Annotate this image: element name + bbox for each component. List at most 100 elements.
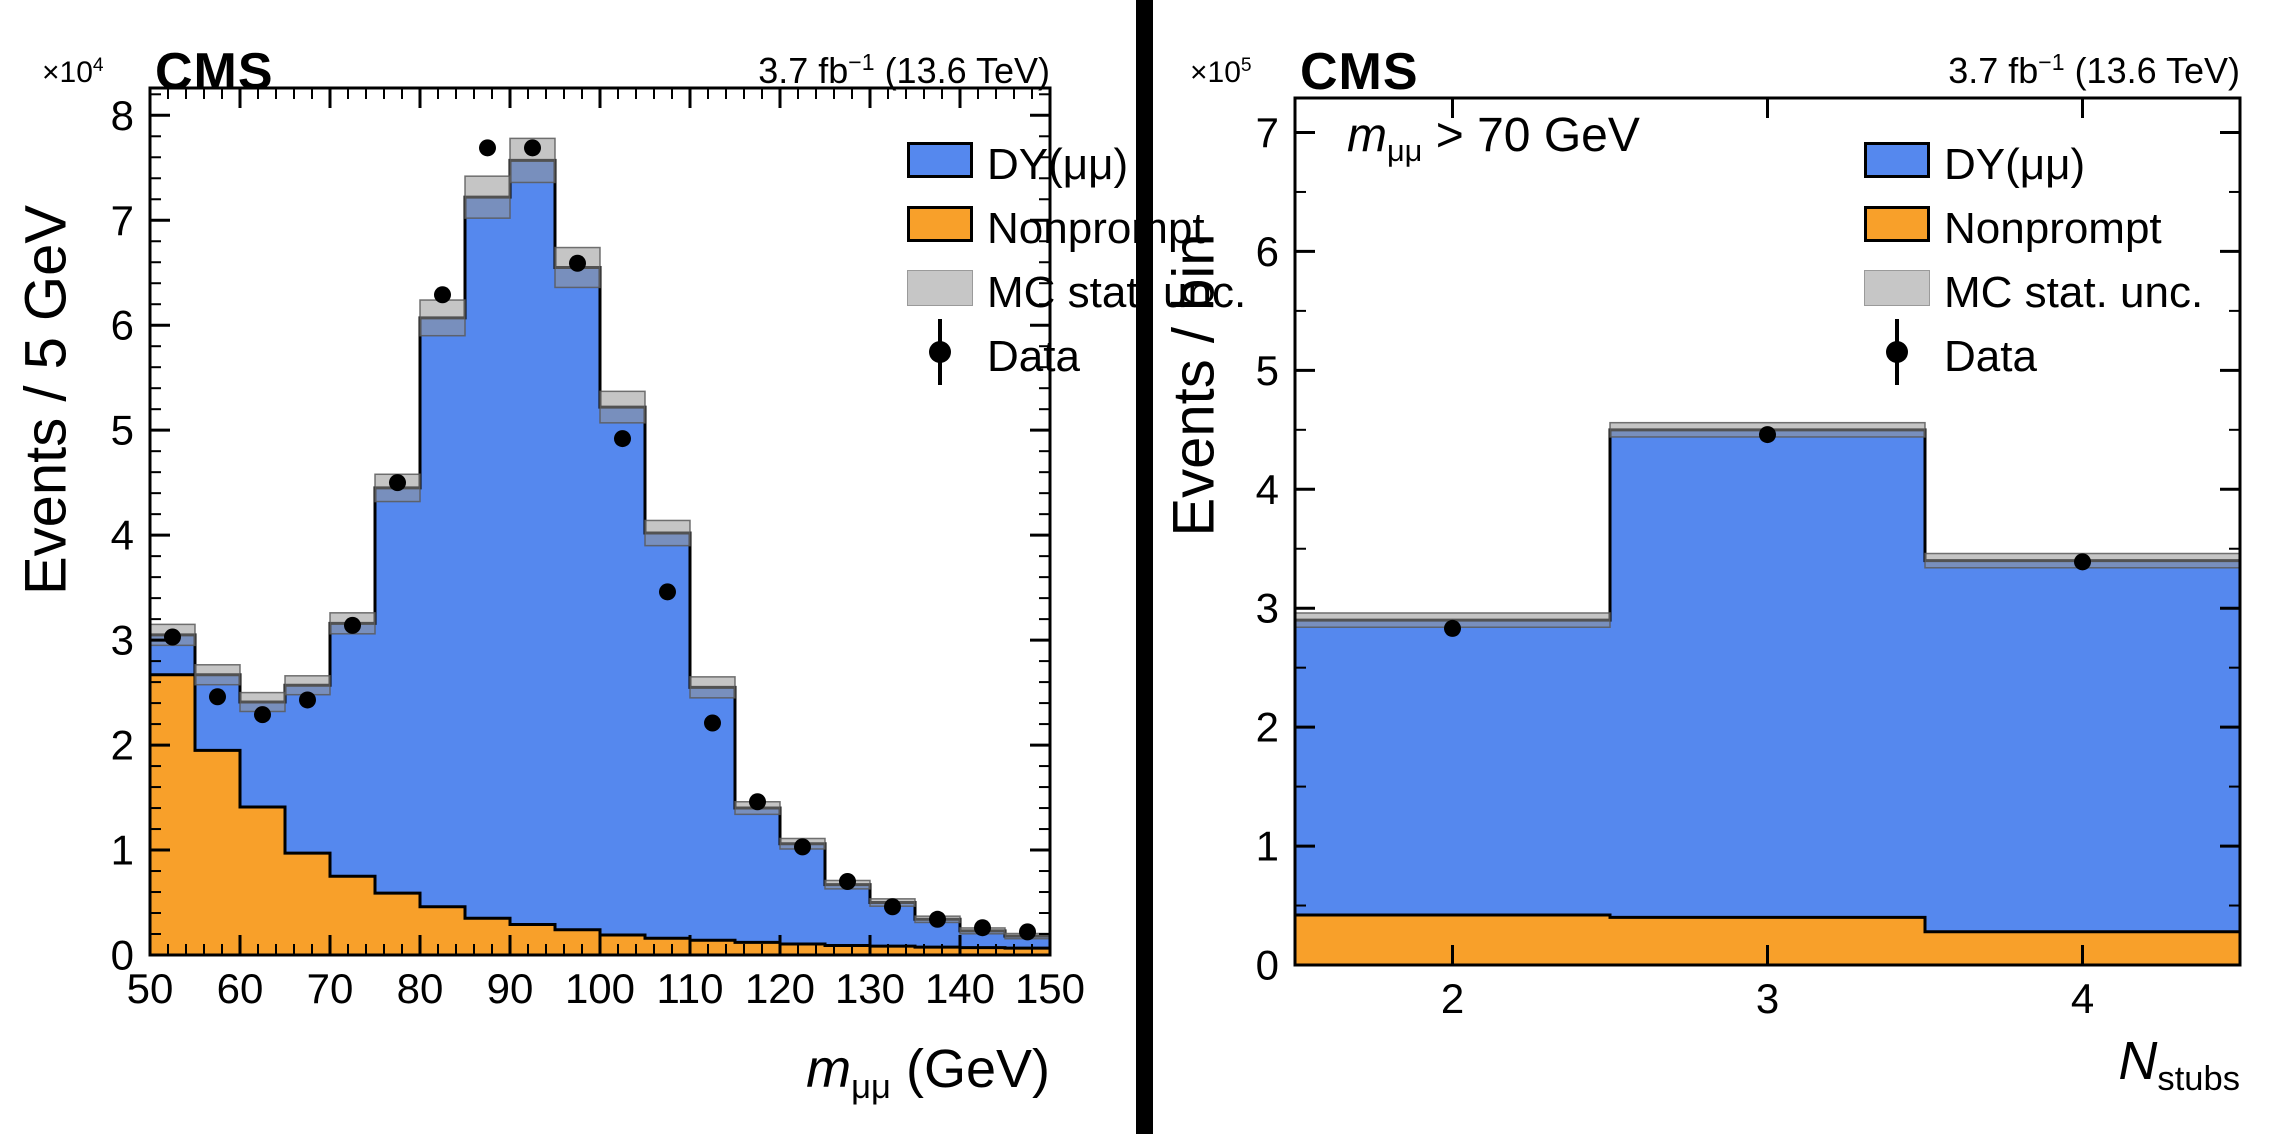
mc-stat-unc-band [689, 676, 736, 699]
text-token: −1 [2038, 49, 2065, 76]
x-tick-label: 70 [307, 965, 354, 1012]
x-tick-label: 120 [745, 965, 815, 1012]
legend-item-label: Data [1944, 332, 2037, 381]
data-point [434, 286, 451, 304]
mc-stat-unc-band [644, 519, 691, 547]
x-tick-label: 4 [2071, 975, 2094, 1022]
y-tick-label: 6 [1256, 228, 1279, 275]
x-axis-title-right: Nstubs [2118, 1030, 2240, 1098]
selection-cut-label: mμμ > 70 GeV [1347, 108, 1640, 168]
text-token: 3.7 fb [1948, 50, 2039, 91]
x-tick-label: 50 [127, 965, 174, 1012]
y-axis-title-right: Events / bin [1161, 233, 1227, 537]
x-tick-label: 100 [565, 965, 635, 1012]
data-point [524, 139, 541, 157]
x-tick-label: 140 [925, 965, 995, 1012]
data-point [794, 838, 811, 856]
y-tick-label: 1 [1256, 823, 1279, 870]
x-tick-label: 110 [657, 965, 724, 1012]
histogram-dy [1293, 428, 2242, 967]
text-token: > 70 GeV [1422, 109, 1640, 162]
text-token: ×10 [42, 56, 93, 89]
text-token: −1 [848, 49, 875, 76]
y-tick-label: 1 [111, 827, 134, 874]
text-token: μμ [1386, 132, 1423, 168]
cms-label-left: CMS [155, 43, 274, 101]
x-tick-label: 60 [217, 965, 264, 1012]
luminosity-label-right: 3.7 fb−1 (13.6 TeV) [1948, 49, 2240, 92]
y-tick-label: 2 [111, 722, 134, 769]
x-axis-title-left: mμμ (GeV) [806, 1038, 1050, 1106]
x-tick-label: 2 [1441, 975, 1464, 1022]
legend-swatch-unc [1864, 270, 1930, 306]
data-point [659, 583, 676, 601]
text-token: m [806, 1039, 852, 1099]
data-point [299, 691, 316, 709]
legend-data-marker [929, 341, 951, 363]
data-point [884, 898, 901, 916]
data-point [1759, 426, 1776, 444]
y-tick-label: 0 [1256, 942, 1279, 989]
mc-stat-unc-band [599, 390, 646, 424]
y-tick-label: 7 [111, 197, 134, 244]
data-point [569, 254, 586, 272]
luminosity-label-left: 3.7 fb−1 (13.6 TeV) [758, 49, 1050, 92]
data-point [2074, 553, 2091, 571]
y-tick-label: 7 [1256, 109, 1279, 156]
text-token: (GeV) [890, 1039, 1050, 1099]
data-point [929, 910, 946, 928]
legend-swatch-dy [1864, 142, 1930, 178]
legend-item-label: MC stat. unc. [1944, 268, 2204, 317]
text-token: m [1347, 109, 1387, 162]
legend-item-label: MC stat. unc. [987, 268, 1247, 317]
text-token: 4 [92, 55, 104, 77]
x-tick-label: 130 [835, 965, 905, 1012]
x-tick-label: 90 [487, 965, 534, 1012]
y-tick-label: 2 [1256, 704, 1279, 751]
data-point [749, 793, 766, 811]
y-tick-label: 3 [111, 617, 134, 664]
data-point [1019, 923, 1036, 941]
x-tick-label: 3 [1756, 975, 1779, 1022]
data-point [479, 139, 496, 157]
y-tick-label: 6 [111, 302, 134, 349]
mc-stat-unc-band [194, 664, 241, 686]
data-point [209, 688, 226, 706]
y-tick-label: 4 [1256, 466, 1279, 513]
legend-item-label: DY(μμ) [1944, 140, 2086, 189]
y-tick-label: 4 [111, 512, 134, 559]
y-power-scale-right: ×105 [1190, 55, 1252, 90]
data-point [254, 706, 271, 724]
data-point [704, 714, 721, 732]
panel-divider [1136, 0, 1153, 1134]
legend-swatch-nonprompt [907, 206, 973, 242]
text-token: ×10 [1190, 56, 1241, 89]
text-token: 3.7 fb [758, 50, 849, 91]
y-tick-label: 0 [111, 932, 134, 979]
y-axis-title-left: Events / 5 GeV [13, 204, 79, 596]
data-point [839, 873, 856, 891]
y-tick-label: 5 [111, 407, 134, 454]
data-point [389, 474, 406, 492]
legend-item-label: Nonprompt [1944, 204, 2162, 253]
data-point [1444, 619, 1461, 637]
cms-label-right: CMS [1300, 43, 1419, 101]
text-token: μμ [851, 1068, 891, 1107]
y-tick-label: 5 [1256, 347, 1279, 394]
legend-swatch-dy [907, 142, 973, 178]
legend-swatch-unc [907, 270, 973, 306]
legend-item-label: Nonprompt [987, 204, 1205, 253]
text-token: 5 [1240, 55, 1252, 77]
x-tick-label: 80 [397, 965, 444, 1012]
legend-item-label: DY(μμ) [987, 140, 1129, 189]
data-point [344, 616, 361, 634]
text-token: (13.6 TeV) [2064, 50, 2240, 91]
data-point [614, 430, 631, 448]
y-power-scale-left: ×104 [42, 55, 104, 90]
legend-item-label: Data [987, 332, 1080, 381]
mc-stat-unc-band [464, 175, 511, 219]
text-token: (13.6 TeV) [874, 50, 1050, 91]
x-tick-label: 150 [1015, 965, 1085, 1012]
